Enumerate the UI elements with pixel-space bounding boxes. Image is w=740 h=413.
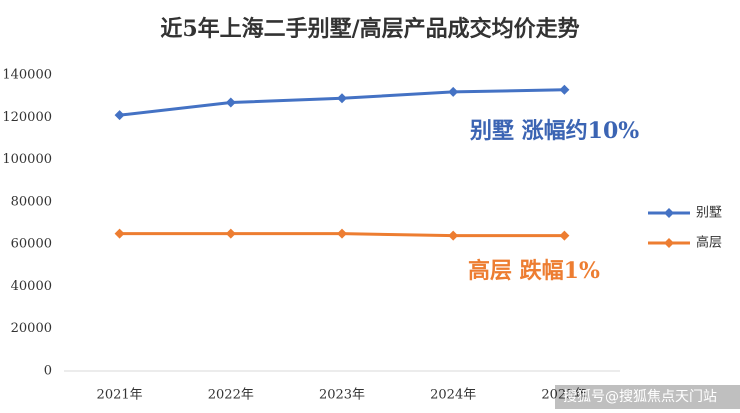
point (559, 230, 570, 241)
point (559, 84, 570, 95)
x-tick-label: 2023年 (319, 388, 365, 403)
legend-label: 高层 (696, 235, 722, 251)
y-tick-label: 60000 (11, 237, 52, 252)
y-tick-label: 0 (44, 364, 52, 379)
watermark: 搜狐号@搜狐焦点天门站 (563, 389, 717, 405)
watermark-bg (555, 385, 740, 409)
point (114, 228, 125, 239)
point (448, 86, 459, 97)
y-tick-label: 80000 (11, 194, 52, 209)
point (225, 228, 236, 239)
y-tick-label: 100000 (2, 152, 52, 167)
annotation: 高层 跌幅1% (468, 258, 600, 284)
point (337, 93, 347, 104)
y-tick-label: 140000 (2, 68, 52, 83)
point (114, 110, 125, 121)
legend-marker (664, 208, 674, 218)
annotation: 别墅 涨幅约10% (469, 118, 639, 144)
x-tick-label: 2024年 (430, 388, 476, 403)
y-tick-label: 120000 (2, 110, 52, 125)
x-tick-label: 2022年 (208, 388, 254, 403)
y-tick-label: 20000 (11, 321, 52, 336)
legend-label: 别墅 (696, 206, 722, 221)
point (225, 97, 236, 108)
y-tick-label: 40000 (11, 279, 52, 294)
chart-title: 近5年上海二手别墅/高层产品成交均价走势 (160, 16, 579, 42)
legend-marker (664, 238, 674, 248)
x-tick-label: 2025年 (541, 388, 587, 403)
point (448, 230, 459, 241)
point (337, 228, 347, 239)
x-tick-label: 2021年 (97, 388, 143, 403)
